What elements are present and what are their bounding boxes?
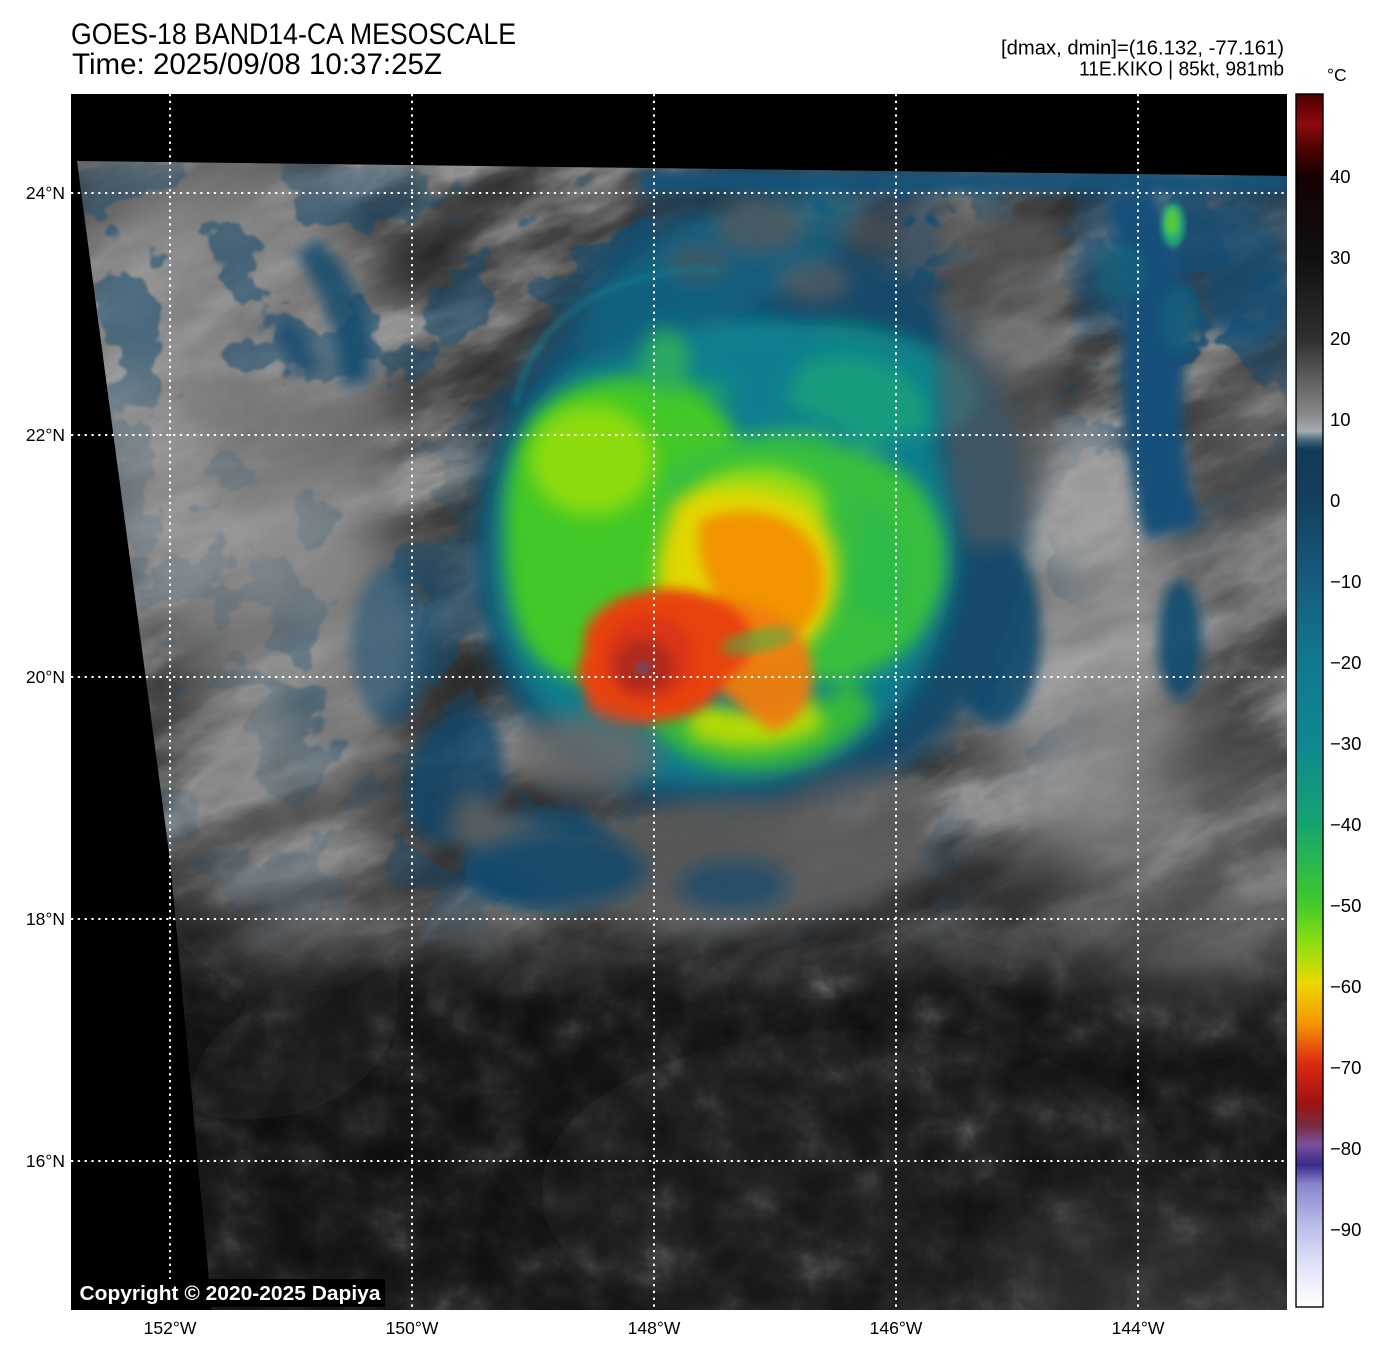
svg-text:18°N: 18°N bbox=[26, 909, 65, 929]
svg-text:−40: −40 bbox=[1330, 814, 1361, 835]
svg-text:146°W: 146°W bbox=[870, 1318, 923, 1338]
svg-text:−30: −30 bbox=[1330, 733, 1361, 754]
svg-text:150°W: 150°W bbox=[386, 1318, 439, 1338]
svg-text:16°N: 16°N bbox=[26, 1151, 65, 1171]
svg-text:Copyright © 2020-2025 Dapiya: Copyright © 2020-2025 Dapiya bbox=[80, 1283, 382, 1305]
svg-text:11E.KIKO | 85kt, 981mb: 11E.KIKO | 85kt, 981mb bbox=[1079, 59, 1284, 81]
svg-text:148°W: 148°W bbox=[628, 1318, 681, 1338]
svg-text:−10: −10 bbox=[1330, 571, 1361, 592]
svg-text:40: 40 bbox=[1330, 166, 1351, 187]
svg-text:144°W: 144°W bbox=[1112, 1318, 1165, 1338]
svg-text:−60: −60 bbox=[1330, 976, 1361, 997]
svg-text:−50: −50 bbox=[1330, 895, 1361, 916]
svg-text:20°N: 20°N bbox=[26, 667, 65, 687]
svg-text:10: 10 bbox=[1330, 409, 1351, 430]
svg-text:−90: −90 bbox=[1330, 1219, 1361, 1240]
svg-text:20: 20 bbox=[1330, 328, 1351, 349]
svg-text:GOES-18 BAND14-CA MESOSCALE: GOES-18 BAND14-CA MESOSCALE bbox=[71, 18, 516, 51]
svg-text:152°W: 152°W bbox=[144, 1318, 197, 1338]
svg-text:−70: −70 bbox=[1330, 1057, 1361, 1078]
svg-text:22°N: 22°N bbox=[26, 425, 65, 445]
svg-text:24°N: 24°N bbox=[26, 183, 65, 203]
svg-text:Time: 2025/09/08 10:37:25Z: Time: 2025/09/08 10:37:25Z bbox=[72, 48, 442, 81]
svg-text:−80: −80 bbox=[1330, 1138, 1361, 1159]
svg-text:0: 0 bbox=[1330, 490, 1340, 511]
svg-text:−20: −20 bbox=[1330, 652, 1361, 673]
svg-text:30: 30 bbox=[1330, 247, 1351, 268]
svg-text:°C: °C bbox=[1327, 65, 1347, 85]
svg-text:[dmax, dmin]=(16.132, -77.161): [dmax, dmin]=(16.132, -77.161) bbox=[1001, 38, 1284, 60]
